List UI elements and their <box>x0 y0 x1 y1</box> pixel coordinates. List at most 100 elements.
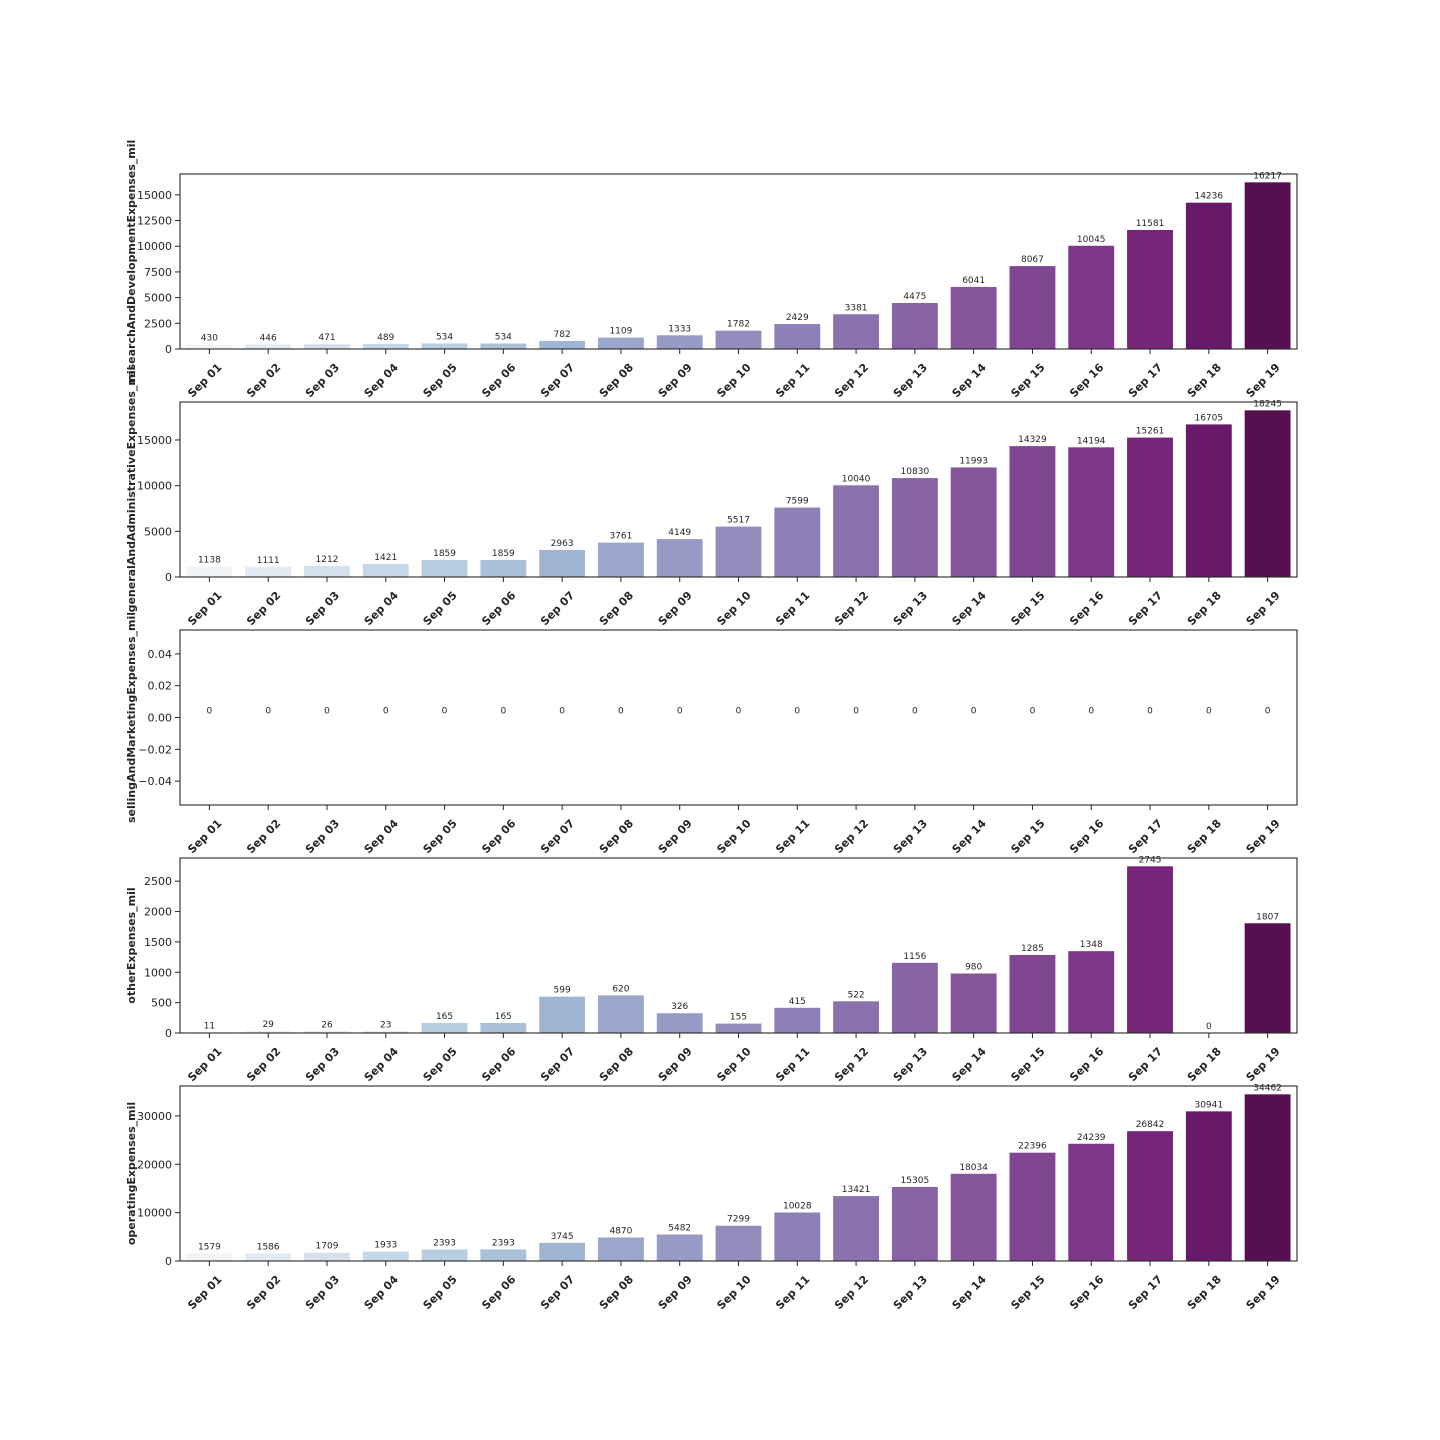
bar <box>1068 447 1115 577</box>
bar <box>539 1242 586 1261</box>
x-tick-label: Sep 01 <box>185 361 224 400</box>
x-tick-label: Sep 14 <box>950 817 989 856</box>
x-tick-label: Sep 02 <box>244 361 283 400</box>
x-tick-label: Sep 03 <box>303 1045 342 1084</box>
bar <box>1009 1152 1056 1261</box>
x-tick-label: Sep 06 <box>479 817 518 856</box>
bar <box>1009 446 1056 577</box>
y-tick-label: 0.00 <box>148 712 173 725</box>
x-tick-label: Sep 13 <box>891 1045 930 1084</box>
bar <box>1244 1094 1291 1261</box>
bar <box>1185 1111 1232 1261</box>
bar <box>362 1251 409 1261</box>
data-label: 1348 <box>1080 940 1103 950</box>
x-tick-label: Sep 13 <box>891 589 930 628</box>
x-tick-label: Sep 01 <box>185 589 224 628</box>
bar <box>1244 410 1291 577</box>
x-tick-label: Sep 14 <box>950 361 989 400</box>
x-tick-label: Sep 18 <box>1185 1273 1224 1312</box>
bar <box>833 1196 880 1261</box>
bar <box>1127 229 1173 349</box>
data-label: 10040 <box>842 474 871 484</box>
bar <box>1068 245 1115 349</box>
data-label: 326 <box>671 1002 688 1012</box>
y-tick-label: 2500 <box>144 875 172 888</box>
x-tick-label: Sep 03 <box>303 817 342 856</box>
data-label: 2393 <box>433 1238 456 1248</box>
data-label: 620 <box>612 984 629 994</box>
x-tick-label: Sep 08 <box>597 1273 636 1312</box>
x-tick-label: Sep 10 <box>714 361 753 400</box>
data-label: 0 <box>500 707 506 717</box>
data-label: 24239 <box>1077 1133 1106 1143</box>
data-label: 14329 <box>1018 435 1047 445</box>
data-label: 1138 <box>198 556 221 566</box>
bar <box>656 1234 703 1261</box>
data-label: 534 <box>436 333 453 343</box>
bar <box>774 507 821 577</box>
bar <box>304 1031 350 1033</box>
bar <box>186 566 233 577</box>
data-label: 2963 <box>551 539 574 549</box>
x-tick-label: Sep 05 <box>420 1273 459 1312</box>
bar <box>1127 866 1173 1033</box>
y-axis-label: sellingAndMarketingExpenses_mil <box>125 612 138 823</box>
data-label: 471 <box>318 333 335 343</box>
data-label: 599 <box>554 986 571 996</box>
bar <box>1068 951 1115 1033</box>
data-label: 26842 <box>1136 1120 1165 1130</box>
x-tick-label: Sep 07 <box>538 1045 577 1084</box>
bar <box>539 340 586 349</box>
x-tick-label: Sep 19 <box>1244 589 1283 628</box>
bar <box>715 330 762 349</box>
data-label: 7299 <box>727 1215 750 1225</box>
x-tick-label: Sep 10 <box>714 817 753 856</box>
bar <box>1185 202 1232 349</box>
x-tick-label: Sep 10 <box>714 589 753 628</box>
x-tick-label: Sep 02 <box>244 1273 283 1312</box>
y-tick-label: 0.04 <box>148 648 173 661</box>
x-tick-label: Sep 05 <box>420 1045 459 1084</box>
bar <box>774 1007 821 1033</box>
data-label: 0 <box>1147 707 1153 717</box>
x-tick-label: Sep 15 <box>1008 817 1047 856</box>
y-tick-label: 20000 <box>137 1158 172 1171</box>
data-label: 6041 <box>962 276 985 286</box>
x-tick-label: Sep 04 <box>362 1273 401 1312</box>
bar <box>304 344 350 349</box>
y-tick-label: −0.02 <box>138 743 172 756</box>
y-axis-label: otherExpenses_mil <box>125 887 138 1003</box>
y-tick-label: 0 <box>165 1255 172 1268</box>
x-tick-label: Sep 17 <box>1126 817 1165 856</box>
x-tick-label: Sep 15 <box>1008 361 1047 400</box>
data-label: 0 <box>853 707 859 717</box>
x-tick-label: Sep 08 <box>597 1045 636 1084</box>
data-label: 18245 <box>1253 399 1282 409</box>
data-label: 0 <box>677 707 683 717</box>
x-tick-label: Sep 01 <box>185 1045 224 1084</box>
x-tick-label: Sep 01 <box>185 817 224 856</box>
data-label: 430 <box>201 334 218 344</box>
x-tick-label: Sep 12 <box>832 1045 871 1084</box>
data-label: 522 <box>847 990 864 1000</box>
x-tick-label: Sep 17 <box>1126 1273 1165 1312</box>
bar <box>833 485 880 577</box>
data-label: 165 <box>495 1012 512 1022</box>
data-label: 0 <box>1265 707 1271 717</box>
x-tick-label: Sep 18 <box>1185 1045 1224 1084</box>
data-label: 0 <box>1088 707 1094 717</box>
bar <box>245 344 292 349</box>
x-tick-label: Sep 06 <box>479 361 518 400</box>
bar <box>597 337 644 349</box>
data-label: 0 <box>1206 707 1212 717</box>
data-label: 5482 <box>668 1223 691 1233</box>
x-tick-label: Sep 04 <box>362 361 401 400</box>
x-tick-label: Sep 09 <box>656 361 695 400</box>
data-label: 15305 <box>901 1176 930 1186</box>
y-axis-label: generalAndAdministrativeExpenses_mil <box>125 367 138 613</box>
data-label: 0 <box>1030 707 1036 717</box>
data-label: 1156 <box>903 952 926 962</box>
subplot-2: 1138 1111 1212 1421 1859 1859 2963 3761 4149 5517… <box>125 367 1298 628</box>
x-tick-label: Sep 15 <box>1008 589 1047 628</box>
